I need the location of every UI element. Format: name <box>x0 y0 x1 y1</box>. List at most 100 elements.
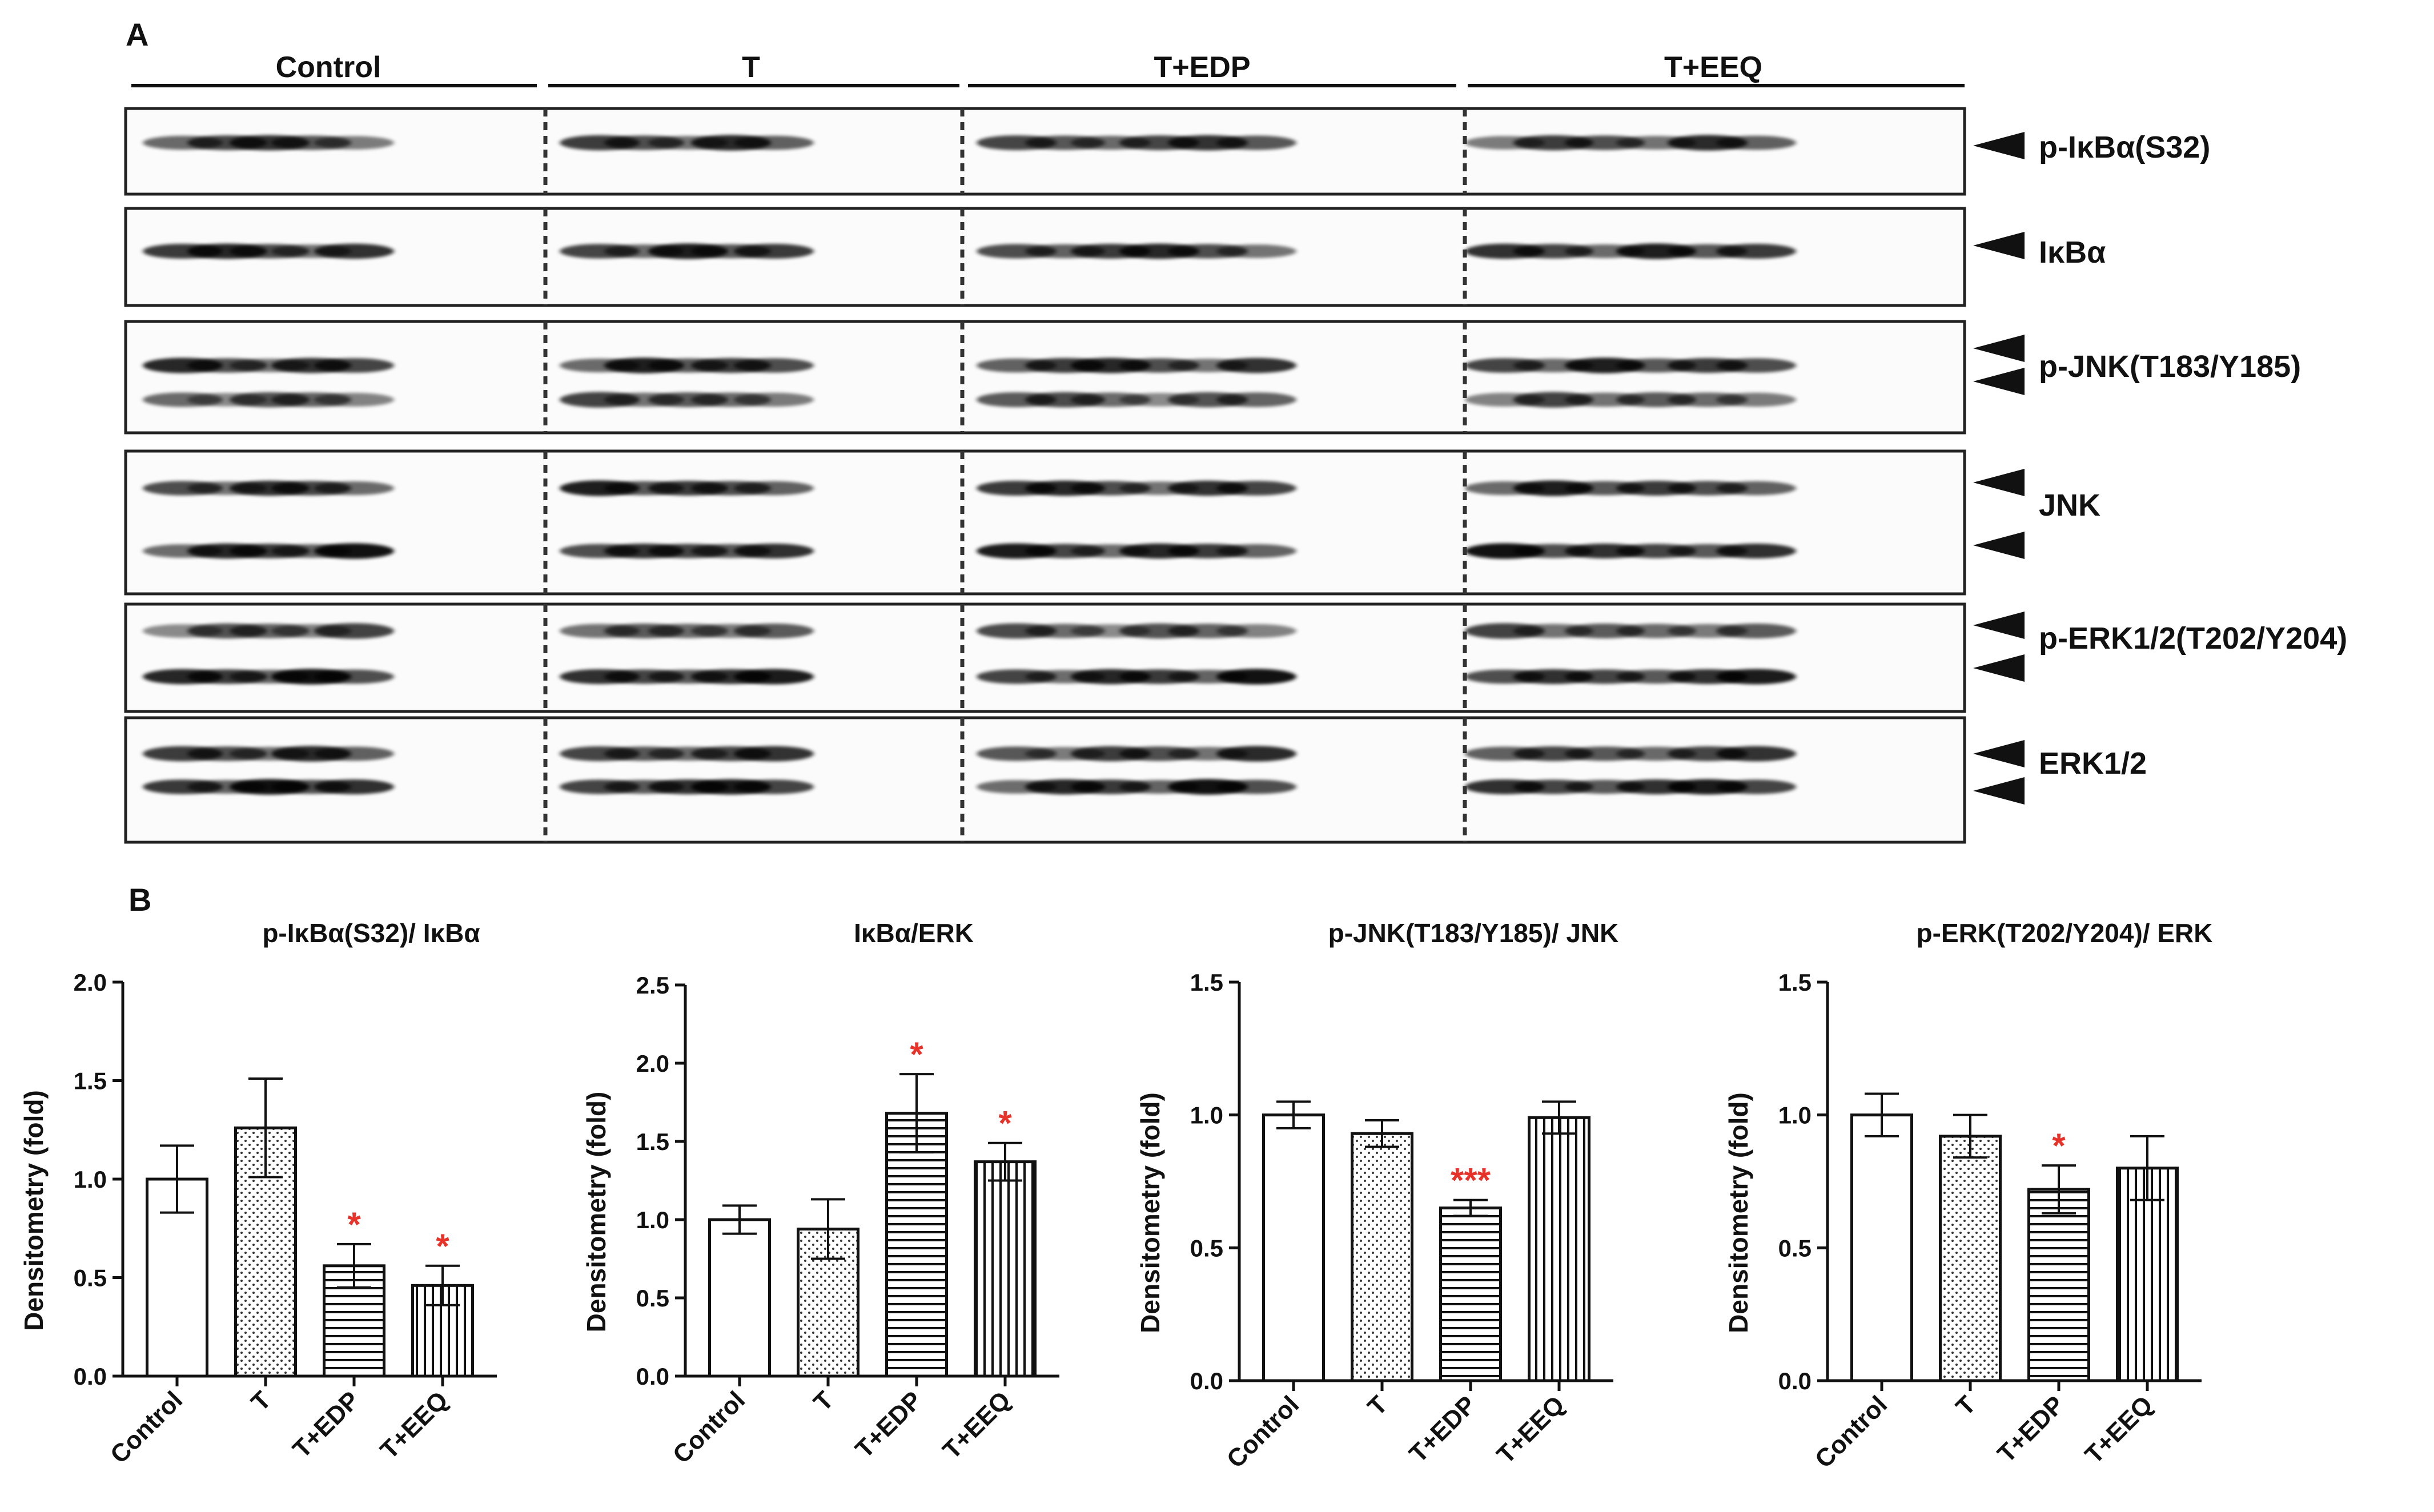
y-tick-label: 0.0 <box>636 1363 669 1390</box>
x-tick-label: T+EDP <box>1404 1390 1481 1468</box>
blot-band <box>734 746 814 762</box>
blot-band <box>1716 746 1796 762</box>
y-tick-label: 0.0 <box>1778 1368 1812 1394</box>
blot-label: p-ERK1/2(T202/Y204) <box>2039 621 2347 656</box>
group-header-label: T <box>742 51 760 84</box>
blot-label: p-IκBα(S32) <box>2039 130 2210 164</box>
blot-strip: p-ERK1/2(T202/Y204) <box>124 602 2347 713</box>
bar <box>1528 1116 1590 1382</box>
chart-title: p-IκBα(S32)/ IκBα <box>262 918 480 948</box>
lane-group-headers: Control T T+EDP T+EEQ <box>131 51 1965 87</box>
blot-band <box>734 669 814 685</box>
blot-label: ERK1/2 <box>2039 746 2147 781</box>
y-tick-label: 1.5 <box>74 1068 107 1095</box>
blot-band <box>734 392 814 407</box>
significance-marker: * <box>436 1227 449 1265</box>
blot-band <box>1716 544 1796 558</box>
blot-band <box>314 243 394 259</box>
x-tick-label: T+EEQ <box>375 1386 454 1465</box>
y-axis-label: Densitometry (fold) <box>581 1092 611 1333</box>
panel-b-letter: B <box>128 882 151 918</box>
y-tick-label: 0.0 <box>1190 1368 1223 1394</box>
blot-strip: p-JNK(T183/Y185) <box>124 320 2301 435</box>
blot-band <box>1716 669 1796 685</box>
y-tick-label: 1.5 <box>636 1128 669 1155</box>
blot-band <box>734 244 814 259</box>
bar <box>2027 1188 2090 1382</box>
y-tick-label: 1.5 <box>1778 969 1812 996</box>
x-tick-label: Control <box>1810 1390 1893 1473</box>
group-header-label: T+EEQ <box>1664 51 1762 84</box>
bar-chart: p-ERK(T202/Y204)/ ERK Densitometry (fold)… <box>1724 918 2212 1474</box>
x-tick-label: T <box>1950 1390 1981 1421</box>
bar <box>885 1112 948 1378</box>
x-tick-label: T+EDP <box>850 1386 927 1463</box>
y-tick-label: 2.0 <box>74 969 107 996</box>
western-blots: p-IκBα(S32) IκBα p-JNK(T183/Y185) JNK p-ERK1… <box>124 107 2347 844</box>
bar <box>974 1160 1037 1378</box>
blot-band <box>314 358 394 373</box>
blot-band <box>1216 544 1296 558</box>
y-tick-label: 0.5 <box>636 1285 669 1312</box>
significance-marker: * <box>910 1035 923 1073</box>
significance-marker: * <box>998 1104 1012 1143</box>
blot-band <box>1216 357 1296 373</box>
blot-band <box>734 358 814 373</box>
blot-label: IκBα <box>2039 235 2106 270</box>
y-tick-label: 0.5 <box>1190 1234 1223 1261</box>
x-tick-label: T+EEQ <box>938 1386 1017 1465</box>
band-arrow-icon <box>1973 654 2025 682</box>
band-arrow-icon <box>1973 532 2025 559</box>
blot-band <box>1716 135 1796 150</box>
bar-chart: p-IκBα(S32)/ IκBα Densitometry (fold) 0.0 0… <box>19 918 497 1469</box>
blot-band <box>314 393 394 407</box>
y-tick-label: 1.0 <box>74 1166 107 1193</box>
y-tick-label: 2.5 <box>636 972 669 999</box>
blot-strip: p-IκBα(S32) <box>124 107 2210 196</box>
x-tick-label: T+EDP <box>287 1386 365 1463</box>
y-tick-label: 1.0 <box>636 1207 669 1233</box>
band-arrow-icon <box>1973 612 2025 639</box>
y-tick-label: 0.5 <box>74 1265 107 1292</box>
x-tick-label: T <box>1362 1390 1393 1421</box>
bar <box>1351 1132 1413 1382</box>
x-tick-label: T+EEQ <box>1492 1390 1571 1469</box>
chart-title: p-JNK(T183/Y185)/ JNK <box>1328 918 1619 948</box>
blot-band <box>314 746 394 761</box>
band-arrow-icon <box>1973 740 2025 767</box>
blot-band <box>1716 392 1796 407</box>
chart-title: p-ERK(T202/Y204)/ ERK <box>1917 918 2213 948</box>
blot-band <box>734 779 814 794</box>
band-arrow-icon <box>1973 469 2025 496</box>
y-tick-label: 2.0 <box>636 1050 669 1077</box>
x-tick-label: T <box>808 1386 839 1417</box>
band-arrow-icon <box>1973 132 2025 159</box>
y-axis-label: Densitometry (fold) <box>19 1090 49 1331</box>
blot-band <box>1216 746 1296 762</box>
y-axis-label: Densitometry (fold) <box>1135 1092 1165 1333</box>
y-tick-label: 0.5 <box>1778 1234 1812 1261</box>
blot-band <box>314 481 394 495</box>
blot-band <box>1716 358 1796 373</box>
blot-band <box>1216 392 1296 407</box>
y-tick-label: 1.0 <box>1778 1102 1812 1129</box>
blot-band <box>1716 779 1796 794</box>
bar <box>708 1218 771 1378</box>
blot-band <box>1216 779 1296 794</box>
blot-band <box>734 544 814 558</box>
blot-band <box>1716 481 1796 496</box>
blot-band <box>734 624 814 638</box>
x-tick-label: T+EDP <box>1992 1390 2070 1468</box>
band-arrow-icon <box>1973 777 2025 805</box>
y-tick-label: 0.0 <box>74 1363 107 1390</box>
bar <box>1939 1135 2002 1382</box>
blot-strip: JNK <box>124 449 2100 596</box>
x-tick-label: Control <box>668 1386 750 1469</box>
band-arrow-icon <box>1973 335 2025 362</box>
y-tick-label: 1.0 <box>1190 1102 1223 1129</box>
bar <box>1439 1207 1502 1382</box>
band-arrow-icon <box>1973 368 2025 395</box>
significance-marker: * <box>347 1205 361 1244</box>
blot-band <box>314 779 394 794</box>
